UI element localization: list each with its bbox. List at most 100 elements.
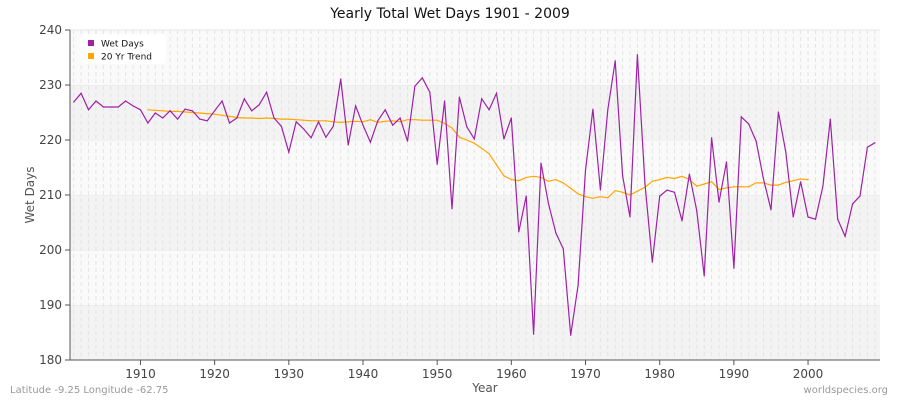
data-point-trend: [184, 111, 186, 113]
data-point-wet-days: [711, 137, 713, 139]
data-point-trend: [770, 184, 772, 186]
data-point-trend: [651, 180, 653, 182]
data-point-wet-days: [792, 216, 794, 218]
data-point-wet-days: [273, 117, 275, 119]
data-point-wet-days: [688, 173, 690, 175]
data-point-trend: [510, 179, 512, 181]
data-point-trend: [681, 175, 683, 177]
data-point-wet-days: [354, 105, 357, 107]
data-point-trend: [525, 176, 527, 178]
data-point-trend: [711, 181, 713, 183]
data-point-wet-days: [614, 60, 616, 62]
data-point-wet-days: [829, 118, 831, 120]
data-point-wet-days: [532, 333, 535, 335]
data-point-trend: [570, 187, 572, 189]
data-point-trend: [421, 119, 423, 121]
data-point-trend: [748, 186, 750, 188]
data-point-wet-days: [243, 98, 245, 100]
data-point-wet-days: [740, 116, 742, 118]
data-point-wet-days: [169, 110, 171, 112]
data-point-trend: [191, 111, 193, 114]
y-tick-label: 240: [39, 23, 62, 37]
grid-band: [70, 85, 880, 140]
data-point-wet-days: [584, 169, 587, 171]
legend-label-trend: 20 Yr Trend: [101, 53, 152, 63]
data-point-trend: [666, 176, 668, 178]
source-label: worldspecies.org: [803, 385, 888, 396]
data-point-wet-days: [392, 124, 394, 126]
data-point-wet-days: [377, 120, 379, 122]
data-point-trend: [384, 120, 386, 122]
data-point-wet-days: [199, 118, 201, 120]
data-point-wet-days: [592, 108, 594, 110]
data-point-wet-days: [154, 112, 156, 114]
data-point-trend: [325, 120, 327, 122]
data-point-trend: [622, 191, 624, 193]
data-point-wet-days: [629, 216, 631, 218]
data-point-trend: [547, 180, 550, 182]
data-point-wet-days: [132, 105, 134, 107]
data-point-trend: [354, 120, 357, 122]
data-point-trend: [718, 188, 720, 191]
data-point-trend: [162, 110, 164, 112]
data-point-trend: [303, 119, 305, 121]
data-point-wet-days: [644, 182, 646, 184]
data-point-wet-days: [703, 275, 705, 277]
data-point-trend: [258, 117, 260, 120]
data-point-trend: [214, 113, 216, 115]
data-point-wet-days: [340, 78, 342, 80]
data-point-trend: [369, 119, 372, 121]
data-point-trend: [295, 119, 297, 121]
data-point-wet-days: [770, 209, 772, 211]
y-tick-label: 180: [39, 353, 62, 367]
data-point-trend: [154, 109, 156, 111]
data-point-wet-days: [473, 138, 475, 140]
legend-label-wet-days: Wet Days: [101, 40, 144, 50]
data-point-wet-days: [807, 216, 809, 218]
x-tick-label: 1990: [719, 367, 750, 381]
data-point-trend: [243, 117, 245, 119]
data-point-wet-days: [317, 121, 320, 123]
data-point-trend: [310, 120, 312, 122]
data-point-trend: [592, 197, 594, 199]
data-point-trend: [599, 196, 601, 198]
data-point-wet-days: [236, 117, 238, 119]
data-point-trend: [436, 119, 438, 121]
data-point-trend: [429, 119, 431, 121]
data-point-wet-days: [518, 231, 520, 233]
series-line-20yr-trend: [147, 109, 809, 199]
data-point-wet-days: [651, 261, 653, 263]
data-point-wet-days: [718, 201, 720, 203]
data-point-wet-days: [673, 191, 676, 193]
data-point-wet-days: [443, 100, 446, 102]
data-point-wet-days: [577, 284, 579, 286]
data-point-wet-days: [147, 122, 149, 124]
data-point-wet-days: [748, 123, 750, 125]
data-point-wet-days: [800, 181, 802, 183]
data-point-wet-days: [139, 109, 142, 111]
data-point-trend: [280, 118, 283, 120]
data-point-wet-days: [866, 146, 868, 148]
grid-band: [70, 140, 880, 195]
data-point-wet-days: [844, 235, 846, 237]
data-point-trend: [532, 175, 535, 177]
data-point-trend: [577, 193, 579, 195]
data-point-trend: [473, 142, 475, 144]
x-tick-label: 1950: [422, 367, 453, 381]
data-point-trend: [659, 179, 661, 181]
x-tick-label: 1910: [125, 367, 156, 381]
data-point-wet-days: [102, 106, 104, 108]
data-point-wet-days: [859, 195, 861, 197]
y-axis-label: Wet Days: [23, 166, 37, 223]
data-point-wet-days: [384, 109, 386, 111]
data-point-wet-days: [777, 111, 779, 113]
data-point-trend: [458, 136, 461, 138]
data-point-wet-days: [837, 218, 839, 220]
data-point-trend: [800, 178, 802, 180]
data-point-wet-days: [874, 142, 876, 144]
data-point-wet-days: [785, 151, 787, 153]
data-point-wet-days: [725, 161, 728, 163]
data-point-wet-days: [406, 140, 409, 142]
data-point-wet-days: [755, 140, 757, 142]
data-point-trend: [481, 147, 483, 149]
